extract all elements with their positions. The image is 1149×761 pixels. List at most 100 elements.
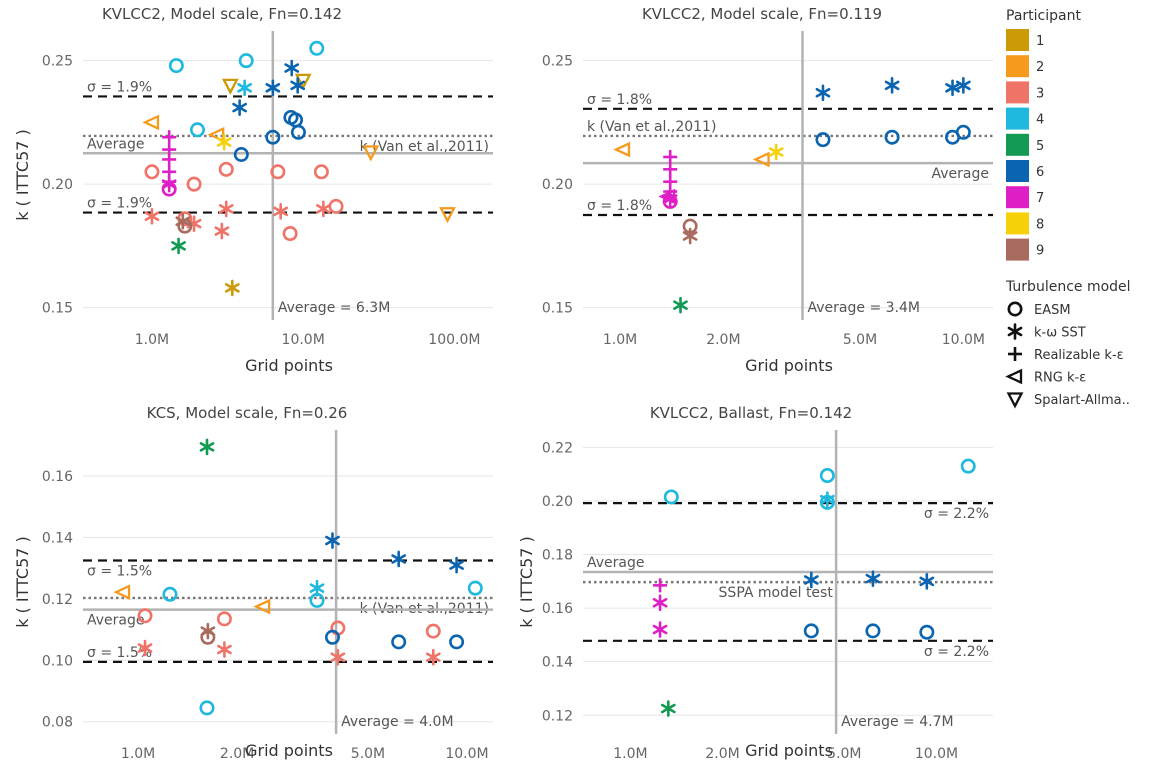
data-point (224, 279, 240, 297)
y-tick-label: 0.16 (542, 601, 573, 617)
y-tick-label: 0.20 (542, 177, 573, 193)
x-tick-label: 1.0M (121, 746, 155, 761)
data-point (186, 176, 202, 192)
y-tick-label: 0.12 (42, 592, 73, 608)
data-point (273, 203, 289, 220)
data-point (819, 491, 835, 508)
data-point (945, 79, 960, 97)
data-point (144, 207, 160, 225)
data-point (803, 623, 819, 639)
data-point (815, 84, 831, 102)
average-label: Average (87, 613, 145, 629)
sigma-label: σ = 1.5% (87, 645, 152, 661)
y-tick-label: 0.20 (542, 494, 573, 510)
data-point (200, 622, 216, 640)
legend-participant-label: 5 (1036, 139, 1044, 154)
panel-4: KVLCC2, Ballast, Fn=0.142 0.12 0.14 0.16 0.1… (517, 404, 993, 761)
panel-2: KVLCC2, Model scale, Fn=0.119 0.15 0.20 0.2… (542, 5, 993, 375)
legend-model-label: RNG k-ε (1034, 371, 1086, 386)
legend-swatch (1006, 81, 1029, 104)
data-point (652, 621, 668, 638)
y-axis-label: k ( ITTC57 ) (13, 536, 32, 628)
legend-model-label: EASM (1034, 303, 1071, 318)
x-tick-label: 2.0M (705, 746, 739, 761)
y-tick-label: 0.16 (42, 469, 73, 485)
y-tick-label: 0.14 (542, 655, 573, 671)
legend-swatch (1006, 29, 1029, 51)
data-point (216, 611, 232, 627)
legend-model-marker (1007, 323, 1023, 340)
data-point (673, 296, 688, 314)
data-point (449, 634, 465, 650)
legend-swatch (1006, 55, 1029, 78)
data-point (217, 641, 232, 658)
sigma-label: σ = 1.8% (587, 92, 652, 108)
legend-model-label: Spalart-Allma.. (1034, 393, 1130, 408)
x-tick-label: 2.0M (220, 746, 254, 761)
y-tick-label: 0.15 (542, 301, 573, 317)
data-point (171, 237, 186, 255)
panel-title: KCS, Model scale, Fn=0.26 (147, 404, 348, 422)
data-point (919, 624, 935, 640)
legend-swatch (1006, 107, 1029, 130)
data-point (325, 532, 340, 549)
data-point (199, 700, 215, 716)
data-point (142, 114, 160, 131)
data-point (316, 200, 331, 218)
x-tick-label: 100.0M (428, 332, 480, 348)
data-point (233, 147, 249, 163)
x-tick-label: 10.0M (445, 746, 488, 761)
x-tick-label: 1.0M (613, 746, 647, 761)
data-point (652, 594, 668, 612)
data-point (168, 58, 184, 74)
data-point (362, 145, 380, 162)
data-point (216, 133, 232, 151)
sigma-label: σ = 2.2% (924, 506, 989, 522)
sigma-label: σ = 1.9% (87, 196, 152, 212)
legend: Participant Turbulence model 1 2 3 4 5 6 7 8 9 EA… (1005, 8, 1131, 409)
y-tick-label: 0.25 (42, 54, 73, 70)
y-tick-label: 0.10 (42, 653, 73, 669)
data-point (425, 648, 441, 666)
sigma-label: σ = 1.9% (87, 79, 152, 95)
average-label: Average (932, 166, 990, 182)
data-point (199, 438, 215, 456)
data-point (768, 143, 784, 161)
data-point (960, 458, 976, 474)
chart-panels: KVLCC2, Model scale, Fn=0.142 0.15 0.20 0.2… (13, 5, 993, 761)
data-point (328, 198, 344, 214)
legend-model-marker (1008, 347, 1022, 361)
legend-participant-label: 1 (1036, 34, 1044, 49)
data-point (162, 152, 177, 167)
x-axis-label: Grid points (745, 356, 833, 375)
average-gridpoints-label: Average = 3.4M (808, 300, 920, 316)
legend-participant-label: 8 (1036, 217, 1044, 232)
data-point (955, 124, 971, 140)
data-point (253, 598, 271, 615)
x-tick-label: 1.0M (135, 332, 169, 348)
y-tick-label: 0.20 (42, 177, 73, 193)
data-point (265, 129, 281, 145)
data-point (682, 227, 698, 245)
data-point (819, 468, 835, 484)
legend-swatch (1006, 186, 1029, 209)
legend-swatch (1006, 160, 1029, 182)
y-tick-label: 0.22 (542, 440, 573, 456)
average-gridpoints-label: Average = 4.0M (341, 714, 453, 730)
data-point (290, 124, 306, 140)
panel-3: KCS, Model scale, Fn=0.26 0.08 0.10 0.12 0.1… (13, 404, 493, 761)
sigma-label: σ = 1.8% (587, 198, 652, 214)
x-tick-label: 5.0M (827, 746, 861, 761)
average-label: Average (587, 555, 645, 571)
data-point (663, 489, 679, 505)
legend-participant-label: 6 (1036, 165, 1044, 180)
average-label: Average (87, 136, 145, 152)
x-axis-label: Grid points (745, 741, 833, 760)
data-point (137, 608, 153, 624)
data-point (330, 648, 346, 666)
data-point (144, 164, 160, 180)
reference-label: SSPA model test (719, 585, 834, 601)
data-point (161, 175, 177, 193)
data-point (815, 132, 831, 148)
